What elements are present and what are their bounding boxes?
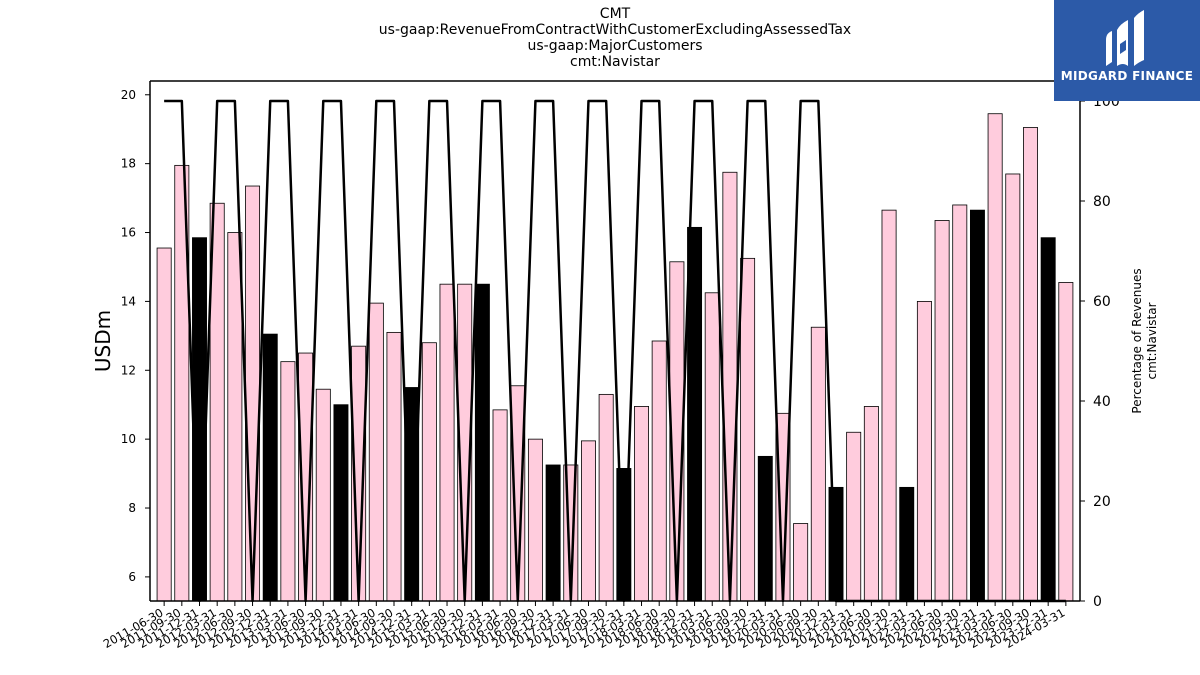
bar [899, 486, 915, 602]
y-tick-label: 20 [121, 88, 136, 102]
logo-text: MIDGARD FINANCE [1060, 69, 1194, 83]
bar [474, 283, 490, 602]
title-line-4: cmt:Navistar [570, 54, 660, 70]
bar [704, 292, 720, 602]
bar [793, 523, 809, 602]
y2-tick-label: 0 [1093, 594, 1102, 610]
y2-axis-label: Percentage of Revenues [1130, 268, 1144, 413]
y2-tick-label: 80 [1093, 194, 1111, 210]
title-line-3: us-gaap:MajorCustomers [527, 38, 703, 54]
title-line-1: CMT [599, 6, 631, 22]
bar [333, 404, 349, 602]
chart-title: CMT us-gaap:RevenueFromContractWithCusto… [0, 6, 1200, 70]
bar [227, 232, 243, 602]
bar [581, 440, 596, 602]
bar [156, 247, 172, 602]
y-tick-label: 10 [121, 432, 136, 446]
bar [810, 326, 826, 602]
bar [421, 342, 437, 602]
y2-axis-label: cmt:Navistar [1145, 302, 1159, 379]
bar [280, 361, 296, 602]
midgard-finance-logo: MIDGARD FINANCE [1054, 0, 1200, 101]
y-tick-label: 14 [121, 294, 136, 308]
y-tick-label: 8 [128, 501, 136, 515]
bar [315, 388, 331, 602]
y2-tick-label: 40 [1093, 394, 1111, 410]
title-line-2: us-gaap:RevenueFromContractWithCustomerE… [378, 22, 852, 38]
bar [368, 302, 384, 602]
y2-tick-label: 60 [1093, 294, 1111, 310]
bar [952, 204, 968, 602]
midgard-logo-icon [1106, 10, 1144, 66]
bar [492, 409, 508, 602]
bar [386, 331, 402, 602]
bar [863, 406, 879, 602]
bar [987, 113, 1003, 602]
bar [192, 237, 207, 602]
bar [1040, 237, 1056, 602]
bar [916, 300, 932, 602]
bar [1058, 282, 1074, 602]
y2-tick-label: 20 [1093, 494, 1111, 510]
bar [881, 209, 897, 602]
bar [934, 220, 950, 602]
bar [262, 333, 278, 602]
bar [722, 171, 738, 602]
bar [545, 464, 561, 602]
bar [1023, 127, 1038, 602]
y-tick-label: 18 [121, 157, 136, 171]
y-tick-label: 12 [121, 363, 136, 377]
bar [740, 257, 756, 602]
bar [846, 431, 862, 602]
bar [1005, 173, 1021, 602]
bar [651, 340, 667, 602]
bar [757, 455, 773, 602]
bar [634, 406, 649, 602]
bar [245, 185, 261, 602]
bar [969, 209, 985, 602]
y-tick-label: 16 [121, 226, 136, 240]
y-axis-label: USDm [91, 310, 115, 372]
bar [527, 438, 543, 602]
y-tick-label: 6 [128, 570, 136, 584]
bar [439, 283, 455, 602]
bar [687, 226, 703, 602]
bar [598, 393, 614, 602]
